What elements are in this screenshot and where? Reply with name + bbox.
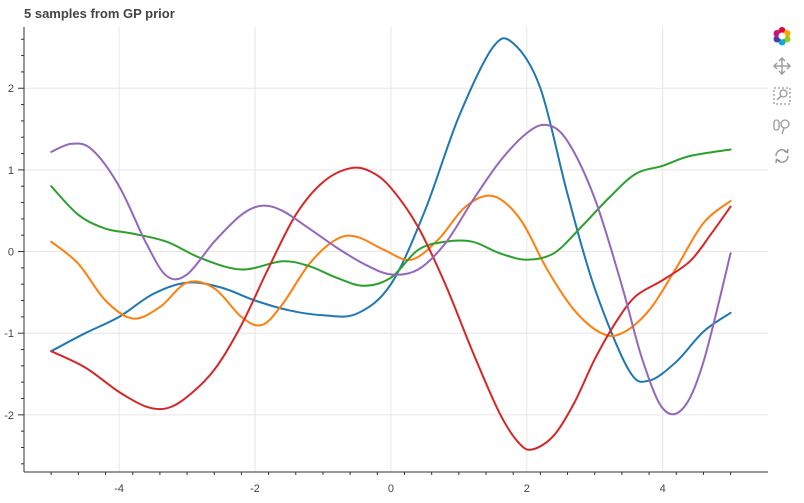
series-group — [50, 37, 732, 451]
series-line-4 — [50, 166, 732, 451]
y-tick-label: -1 — [4, 328, 14, 340]
series-line-5 — [50, 123, 732, 416]
y-tick-label: 2 — [8, 83, 14, 95]
x-tick-label: -4 — [114, 483, 124, 495]
series-line-3 — [50, 148, 732, 287]
wheel-zoom-tool-icon[interactable] — [770, 114, 794, 138]
toolbar — [770, 24, 798, 174]
pan-tool-icon[interactable] — [770, 54, 794, 78]
series-line-2 — [50, 194, 732, 338]
bokeh-logo-icon[interactable] — [770, 24, 794, 48]
x-tick-label: 4 — [660, 483, 666, 495]
chart-title: 5 samples from GP prior — [24, 6, 175, 21]
reset-tool-icon[interactable] — [770, 144, 794, 168]
x-tick-label: 2 — [524, 483, 530, 495]
y-tick-label: 0 — [8, 247, 14, 259]
y-tick-label: -2 — [4, 410, 14, 422]
grid-lines — [24, 27, 768, 472]
axes: -4 -2 0 2 4 -2 -1 0 1 2 — [4, 27, 768, 495]
box-zoom-tool-icon[interactable] — [770, 84, 794, 108]
y-tick-label: 1 — [8, 165, 14, 177]
x-tick-label: 0 — [388, 483, 394, 495]
x-tick-label: -2 — [250, 483, 260, 495]
